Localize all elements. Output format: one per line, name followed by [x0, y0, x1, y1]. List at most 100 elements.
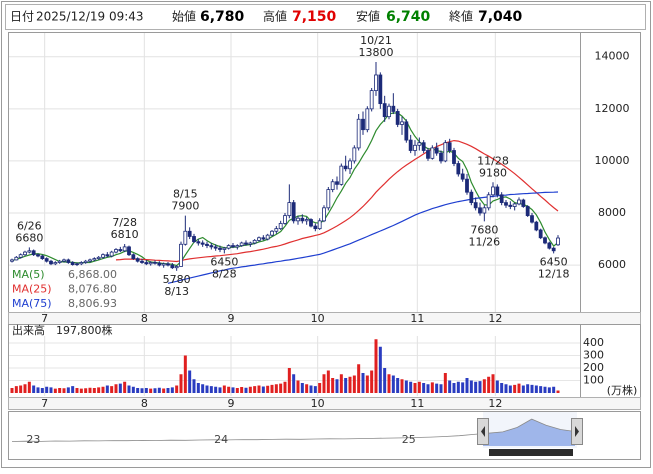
volume-bar [331, 378, 335, 393]
volume-bar [23, 384, 27, 393]
volume-bar [66, 387, 70, 393]
volume-bar [413, 383, 417, 393]
y-tick-label: 14000 [595, 50, 630, 63]
volume-bar [162, 388, 166, 393]
candle-body [88, 259, 92, 262]
volume-bar [504, 384, 508, 393]
volume-bar [75, 388, 79, 393]
volume-bar [443, 373, 447, 393]
volume-bar [266, 385, 270, 393]
candle-body [443, 142, 448, 162]
volume-bar [84, 388, 88, 393]
volume-bar [409, 381, 413, 393]
volume-bar [235, 388, 239, 393]
volume-bar [157, 387, 161, 393]
candle-body [330, 181, 335, 190]
candle-body [153, 262, 157, 264]
legend: MA(5) 6,868.00 MA(25) 8,076.80 MA(75) 8,806.9… [9, 266, 119, 311]
x-tick-label: 9 [228, 397, 235, 410]
volume-bar [491, 374, 495, 393]
nav-year-label: 25 [402, 433, 416, 446]
candle-body [36, 254, 40, 257]
volume-bar [166, 388, 170, 393]
volume-bar [45, 386, 49, 393]
candle-body [170, 264, 175, 269]
annotation-date: 8/15 [173, 188, 198, 201]
volume-bar [556, 390, 560, 393]
date-strip [8, 397, 641, 410]
volume-bar [179, 374, 183, 393]
candle-body [66, 259, 71, 263]
candle-body [304, 219, 309, 222]
candle-body [369, 90, 374, 110]
volume-bar [309, 385, 313, 393]
volume-bar [300, 383, 304, 393]
volume-bar [97, 387, 101, 393]
legend-value: 8,076.80 [68, 283, 117, 296]
volume-bar [283, 381, 287, 393]
legend-name: MA(75) [12, 297, 52, 310]
candle-body [456, 163, 461, 175]
volume-bar [114, 384, 118, 393]
candle-body [525, 206, 530, 217]
candle-body [395, 111, 400, 125]
legend-value: 6,868.00 [68, 268, 117, 281]
volume-bar [140, 388, 144, 393]
x-tick-label: 7 [41, 397, 48, 410]
y-tick-label: 6000 [598, 258, 626, 271]
candle-body [530, 215, 534, 223]
header-label: 日付 [10, 10, 34, 24]
volume-bar [19, 385, 23, 393]
header-label: 終値 [449, 9, 473, 24]
candle-body [473, 202, 478, 209]
volume-bar [71, 386, 75, 393]
volume-bar [435, 383, 439, 393]
candle-body [53, 262, 58, 265]
volume-bar [183, 355, 187, 393]
header: 日付 2025/12/19 09:43 始値 6,780 高値 7,150 安値… [10, 9, 523, 26]
candle-body [517, 199, 521, 205]
volume-bar [482, 379, 486, 393]
volume-bar [101, 386, 105, 393]
annotation-date: 11/28 [477, 154, 509, 167]
x-tick-label: 8 [141, 397, 148, 410]
candle-body [231, 245, 235, 248]
candle-body [521, 199, 526, 207]
annotation-date: 6/26 [17, 219, 42, 232]
volume-bar [196, 383, 200, 393]
annotation-date: 8/28 [212, 267, 237, 280]
volume-bar [478, 381, 482, 393]
volume-bar [495, 380, 499, 393]
candle-body [543, 237, 547, 244]
volume-bar [227, 386, 231, 393]
nav-handle-arrow [481, 426, 485, 437]
candle-body [486, 194, 491, 209]
header-label: 高値 [263, 9, 287, 24]
volume-bar [417, 381, 421, 393]
candle-body [122, 246, 127, 252]
annotation-value: 7900 [171, 200, 199, 213]
x-tick-label: 10 [311, 312, 325, 325]
candle-body [400, 121, 404, 125]
candle-body [75, 263, 79, 266]
candle-body [313, 225, 318, 230]
candle-body [179, 243, 183, 267]
volume-bar [153, 388, 157, 393]
volume-label: 出来高 197,800株 [12, 323, 113, 337]
volume-bar [344, 378, 348, 393]
volume-bar [339, 374, 343, 393]
volume-bar [270, 384, 274, 393]
candle-body [430, 147, 435, 159]
volume-bar [487, 376, 491, 393]
candle-body [278, 223, 283, 230]
candle-body [348, 160, 352, 170]
volume-bar [305, 384, 309, 393]
nav-scrollbar[interactable] [489, 449, 573, 456]
candle-body [421, 142, 426, 151]
candle-body [161, 263, 166, 266]
candle-body [378, 74, 383, 105]
volume-bar [231, 387, 235, 393]
candle-body [218, 247, 222, 250]
volume-bar [136, 388, 140, 393]
candle-body [23, 251, 27, 256]
